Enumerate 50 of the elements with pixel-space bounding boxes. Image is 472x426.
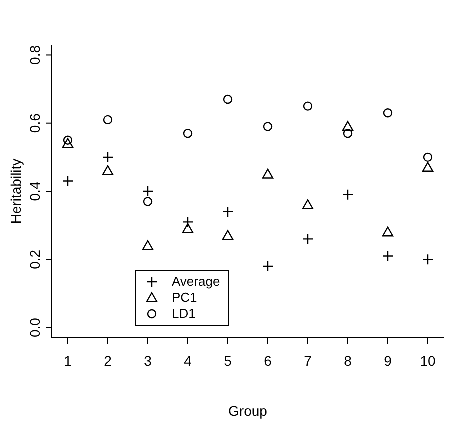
point bbox=[422, 162, 434, 172]
point bbox=[63, 136, 73, 145]
legend-label: LD1 bbox=[172, 306, 196, 322]
x-tick-label: 7 bbox=[304, 352, 312, 369]
point bbox=[142, 186, 154, 198]
point bbox=[182, 216, 194, 228]
point bbox=[343, 128, 353, 138]
x-tick-label: 2 bbox=[104, 352, 112, 369]
point bbox=[183, 128, 193, 138]
x-tick-label: 3 bbox=[144, 352, 152, 369]
point bbox=[302, 200, 314, 210]
point bbox=[342, 121, 354, 132]
point bbox=[102, 165, 114, 176]
x-tick-label: 8 bbox=[344, 352, 352, 369]
point bbox=[142, 240, 154, 250]
y-axis-title: Heritability bbox=[8, 158, 24, 224]
x-tick-label: 5 bbox=[224, 352, 232, 369]
point bbox=[342, 189, 354, 201]
y-tick-label: 0.8 bbox=[27, 45, 43, 65]
point bbox=[143, 197, 153, 206]
legend-label: PC1 bbox=[172, 290, 198, 306]
x-tick-label: 6 bbox=[264, 352, 272, 369]
point bbox=[423, 152, 433, 162]
point bbox=[263, 122, 273, 132]
point bbox=[222, 206, 234, 218]
point bbox=[382, 250, 394, 262]
point bbox=[182, 223, 194, 234]
point bbox=[102, 152, 114, 164]
x-tick-label: 9 bbox=[384, 352, 392, 369]
point bbox=[62, 176, 74, 187]
x-tick-label: 10 bbox=[420, 352, 436, 369]
x-axis-title: Group bbox=[228, 403, 268, 419]
legend-label: Average bbox=[172, 274, 220, 290]
point bbox=[62, 138, 74, 148]
point bbox=[382, 226, 394, 237]
y-tick-label: 0.4 bbox=[27, 182, 43, 202]
point bbox=[383, 108, 393, 118]
point bbox=[262, 168, 274, 179]
point bbox=[262, 260, 274, 272]
x-tick-label: 4 bbox=[184, 352, 192, 369]
x-tick-label: 1 bbox=[64, 352, 72, 369]
point bbox=[303, 102, 313, 111]
point bbox=[223, 94, 233, 104]
point bbox=[103, 115, 113, 125]
point bbox=[222, 230, 234, 240]
y-tick-label: 0.0 bbox=[27, 318, 43, 338]
point bbox=[302, 234, 314, 245]
point bbox=[422, 254, 434, 266]
y-tick-label: 0.6 bbox=[27, 113, 43, 134]
y-tick-label: 0.2 bbox=[27, 250, 43, 270]
